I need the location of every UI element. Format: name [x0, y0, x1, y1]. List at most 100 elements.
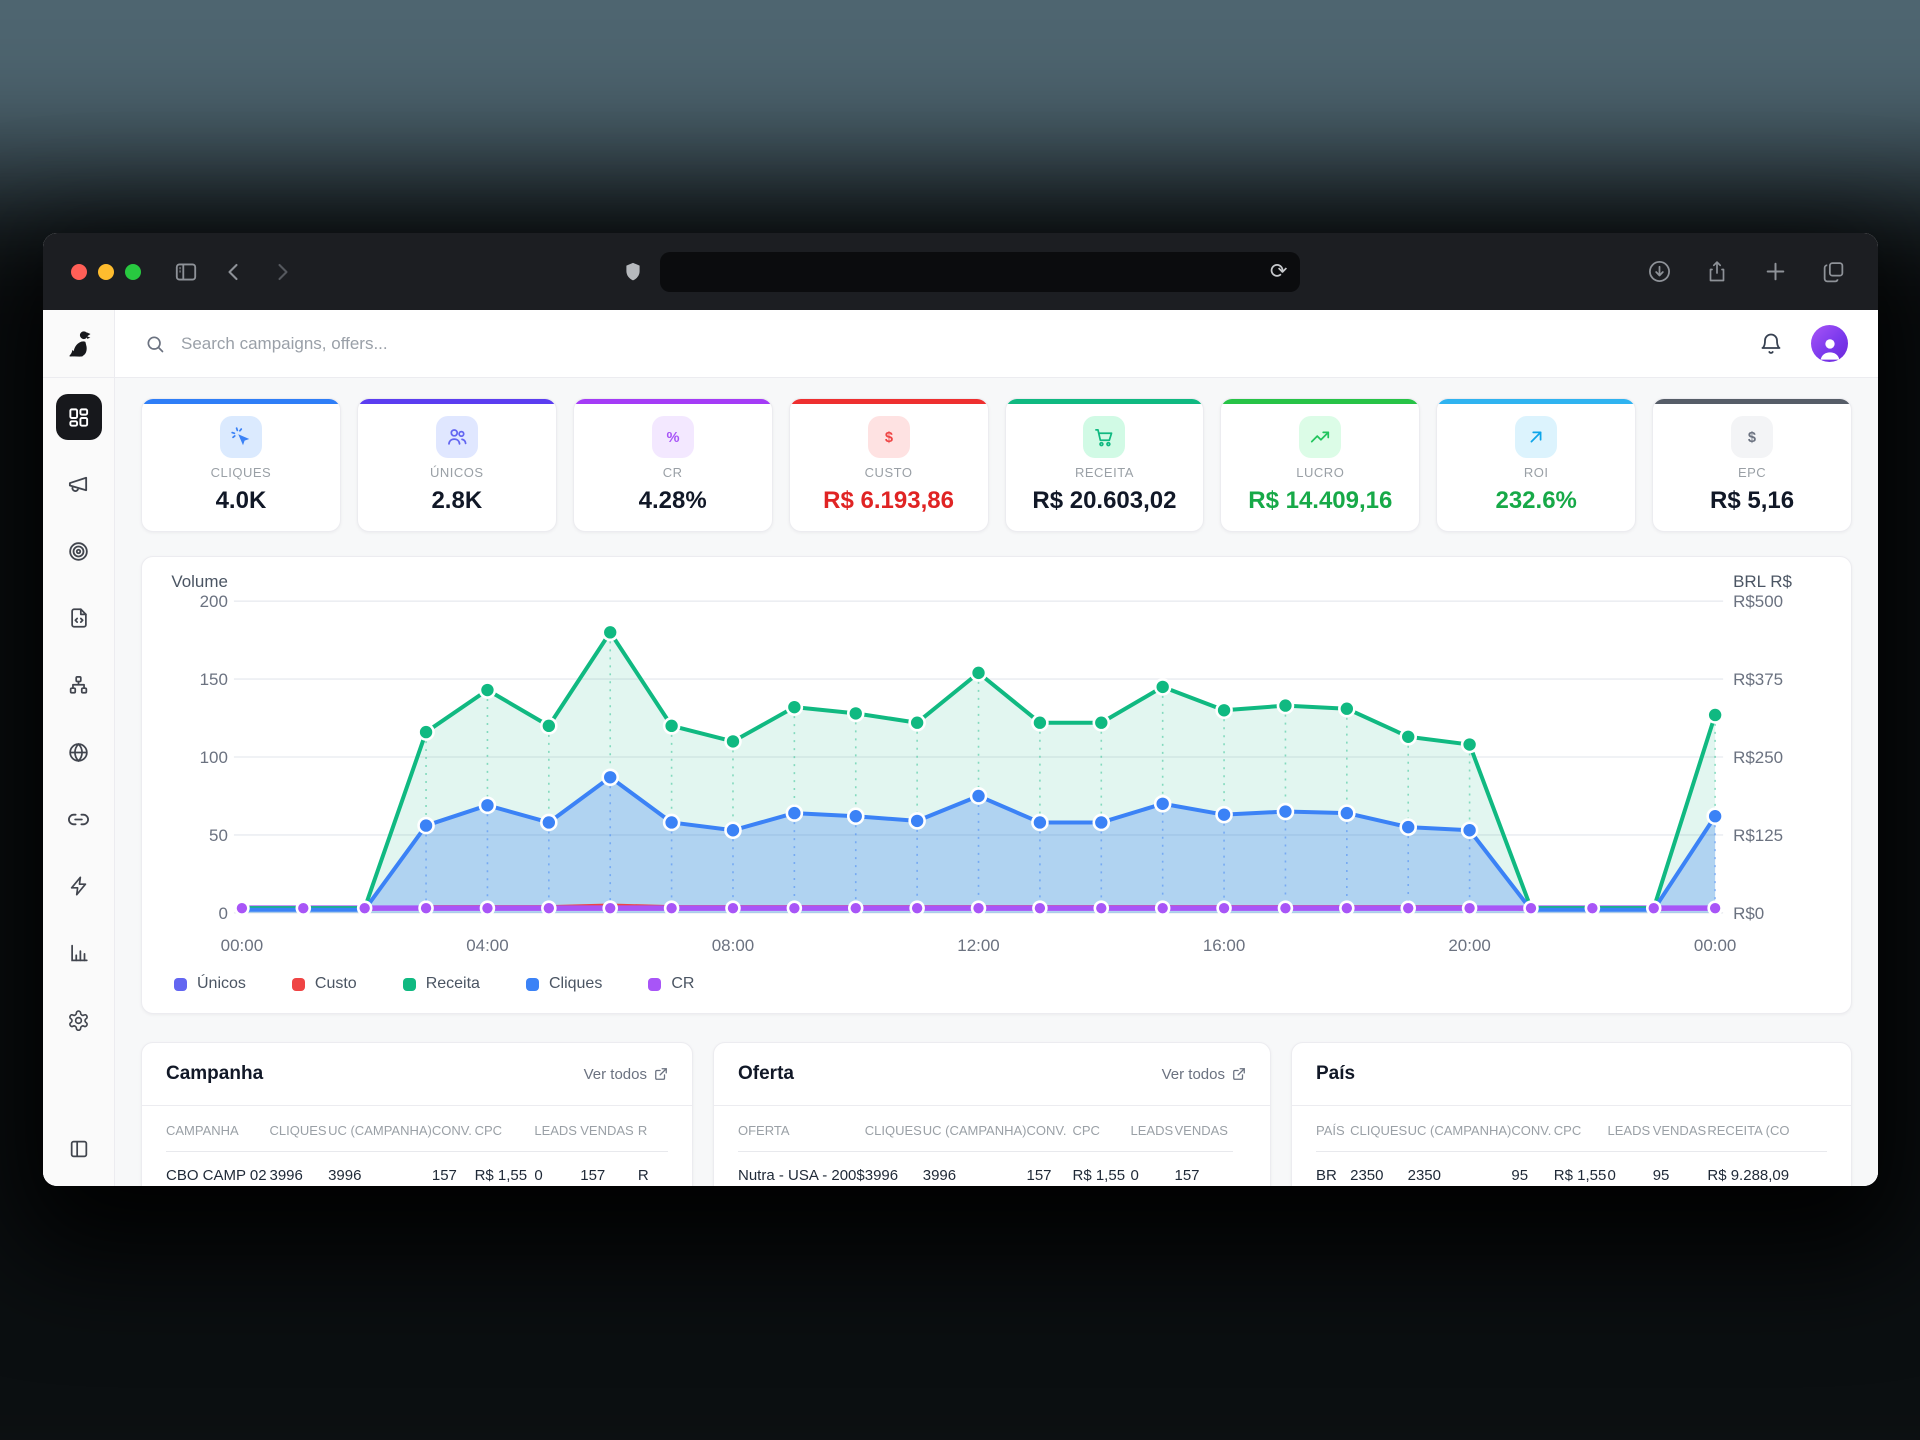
back-button[interactable]	[217, 255, 251, 289]
kpi-accent-bar	[573, 399, 772, 404]
minimize-window-button[interactable]	[98, 263, 114, 280]
address-bar[interactable]: ⟳	[659, 251, 1300, 292]
share-icon[interactable]	[1700, 255, 1734, 289]
dollar-icon: $	[867, 416, 910, 458]
legend-label: Cliques	[548, 975, 603, 992]
legend-item-custo[interactable]: Custo	[291, 975, 357, 993]
table-cell: 95	[1511, 1167, 1529, 1184]
table-cell: 2350	[1407, 1167, 1441, 1184]
notifications-bell-icon[interactable]	[1759, 332, 1783, 356]
sidebar-item-offers[interactable]	[56, 528, 102, 574]
table-cell: 2350	[1350, 1167, 1384, 1184]
svg-text:$: $	[884, 430, 892, 446]
code-file-icon	[70, 608, 87, 628]
legend-item-cr[interactable]: CR	[648, 975, 694, 993]
app-logo[interactable]	[43, 310, 114, 378]
kpi-value: R$ 14.409,16	[1248, 487, 1393, 514]
kpi-card-receita: RECEITA R$ 20.603,02	[1004, 398, 1205, 532]
table-cell: 157	[1174, 1167, 1200, 1184]
kpi-card-epc: $ EPC R$ 5,16	[1652, 398, 1852, 532]
user-avatar[interactable]	[1811, 325, 1848, 362]
tables-row: Campanha Ver todos CAMPANHA CLIQUES UC (CAMP…	[141, 1042, 1852, 1186]
legend-swatch	[402, 977, 416, 991]
legend-item-receita[interactable]: Receita	[402, 975, 480, 993]
sidebar-item-dashboard[interactable]	[55, 394, 102, 440]
zoom-window-button[interactable]	[125, 263, 141, 280]
legend-swatch	[291, 977, 305, 991]
kpi-label: CLIQUES	[210, 465, 272, 480]
table-cell: 157	[1026, 1167, 1052, 1184]
svg-text:R$500: R$500	[1733, 592, 1783, 611]
cart-icon	[1083, 416, 1126, 458]
panel-toggle-icon	[70, 1140, 87, 1158]
zap-icon	[70, 876, 86, 896]
column-header: CAMPANHA	[166, 1123, 239, 1138]
search-input[interactable]	[179, 332, 739, 355]
column-header: RECEITA (CO	[1707, 1123, 1790, 1138]
tab-overview-icon[interactable]	[1816, 255, 1850, 289]
table-cell: 0	[1607, 1167, 1616, 1184]
svg-text:16:00: 16:00	[1203, 936, 1245, 955]
column-header: VENDAS	[1174, 1123, 1228, 1138]
new-tab-icon[interactable]	[1758, 255, 1792, 289]
volume-chart-card: 0 R$0 50 R$125 100 R$250 150 R$375 200 R$500 Volum…	[141, 556, 1852, 1014]
svg-text:Volume: Volume	[171, 573, 228, 591]
table-cell: R$ 1,55	[1072, 1167, 1126, 1184]
column-header: CONV.	[431, 1123, 472, 1138]
kpi-accent-bar	[1437, 399, 1636, 404]
kpi-accent-bar	[1221, 399, 1420, 404]
kpi-value: R$ 5,16	[1710, 487, 1795, 514]
sidebar-item-domains[interactable]	[56, 729, 102, 775]
svg-text:$: $	[1748, 430, 1756, 446]
legend-item-únicos[interactable]: Únicos	[174, 975, 246, 993]
kpi-row: CLIQUES 4.0K ÚNICOS 2.8K% CR 4.28% $ CUSTO R$ 6.…	[141, 398, 1852, 532]
megaphone-icon	[68, 476, 88, 492]
flow-hierarchy-icon	[69, 675, 88, 694]
sidebar-item-campaigns[interactable]	[56, 461, 102, 507]
table-cell: 95	[1652, 1167, 1670, 1184]
sidebar-item-funnels[interactable]	[56, 662, 102, 708]
table-title: Campanha	[166, 1063, 264, 1084]
sidebar-item-landing-pages[interactable]	[56, 595, 102, 641]
ver-todos-link[interactable]: Ver todos	[584, 1066, 668, 1083]
table-row[interactable]: CBO CAMP 02 3996 3996 157 R$ 1,55 0 157 R	[166, 1152, 668, 1187]
kpi-card-lucro: LUCRO R$ 14.409,16	[1220, 398, 1421, 532]
table-cell: Nutra - USA - 200$	[738, 1167, 865, 1184]
forward-button[interactable]	[265, 255, 299, 289]
table-title: País	[1316, 1063, 1356, 1084]
svg-text:20:00: 20:00	[1448, 936, 1490, 955]
sidebar-item-reports[interactable]	[56, 930, 102, 976]
kpi-label: RECEITA	[1074, 465, 1134, 480]
privacy-shield-icon[interactable]	[622, 260, 644, 284]
sidebar-item-links[interactable]	[56, 796, 102, 842]
close-window-button[interactable]	[71, 263, 87, 280]
table-row[interactable]: Nutra - USA - 200$ 3996 3996 157 R$ 1,55 0 157	[738, 1152, 1233, 1187]
sidebar-collapse-toggle[interactable]	[56, 1126, 102, 1172]
legend-item-cliques[interactable]: Cliques	[525, 975, 603, 993]
user-icon	[1820, 339, 1839, 360]
svg-text:50: 50	[209, 826, 228, 845]
column-header: CPC	[1072, 1123, 1100, 1138]
kpi-value: 232.6%	[1495, 487, 1577, 514]
kpi-accent-bar	[1005, 399, 1204, 404]
kpi-card-cliques: CLIQUES 4.0K	[141, 398, 341, 532]
ver-todos-link[interactable]: Ver todos	[1162, 1066, 1246, 1083]
browser-sidebar-toggle-icon[interactable]	[169, 255, 203, 289]
sidebar	[43, 310, 115, 1186]
kpi-value: 4.0K	[215, 487, 267, 514]
sidebar-item-automation[interactable]	[56, 863, 102, 909]
kpi-label: CR	[662, 465, 683, 480]
table-row[interactable]: BR 2350 2350 95 R$ 1,55 0 95 R$ 9.288,09	[1316, 1152, 1827, 1187]
reload-icon[interactable]: ⟳	[1269, 260, 1288, 283]
legend-swatch	[525, 977, 539, 991]
column-header: VENDAS	[1652, 1123, 1707, 1138]
table-card-campanha: Campanha Ver todos CAMPANHA CLIQUES UC (CAMP…	[141, 1042, 693, 1186]
column-header: R	[637, 1123, 648, 1138]
downloads-icon[interactable]	[1642, 255, 1676, 289]
column-header: CLIQUES	[1350, 1123, 1408, 1138]
kpi-card-roi: ROI 232.6%	[1436, 398, 1637, 532]
table-title: Oferta	[738, 1063, 794, 1084]
sidebar-item-settings[interactable]	[56, 997, 102, 1043]
svg-text:200: 200	[200, 592, 228, 611]
target-icon	[69, 541, 88, 561]
